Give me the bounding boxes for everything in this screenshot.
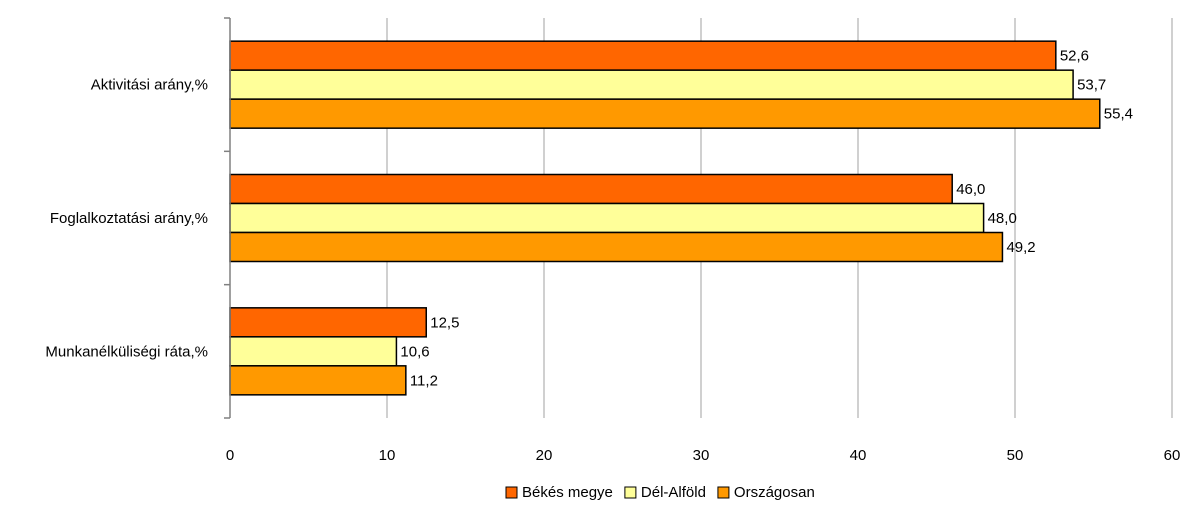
- bar: [229, 336, 398, 367]
- bar: [229, 365, 407, 396]
- category-label: Munkanélküliségi ráta,%: [45, 343, 208, 360]
- data-label: 12,5: [430, 314, 459, 331]
- data-label: 49,2: [1006, 239, 1035, 256]
- category-label: Foglalkoztatási arány,%: [50, 210, 208, 227]
- bar: [229, 202, 985, 234]
- data-label: 52,6: [1060, 48, 1089, 65]
- legend-swatch: [624, 486, 637, 499]
- x-tick-label: 60: [1164, 447, 1181, 464]
- bar: [229, 173, 953, 205]
- data-label: 53,7: [1077, 77, 1106, 94]
- legend-label: Országosan: [734, 484, 815, 501]
- x-tick-label: 0: [226, 447, 234, 464]
- data-labels: 52,6 53,7 55,4 46,048,0 49,2 12,510,6 11,2: [400, 48, 1133, 390]
- x-tick-label: 20: [536, 447, 553, 464]
- data-label: 46,0: [956, 181, 985, 198]
- data-label: 48,0: [988, 210, 1017, 227]
- category-labels: Aktivitási arány,% Foglalkoztatási arány,…: [45, 77, 208, 361]
- bars: [229, 40, 1101, 396]
- bar: [229, 40, 1057, 71]
- legend-swatch: [505, 486, 518, 499]
- category-label: Aktivitási arány,%: [91, 77, 208, 94]
- legend-label: Békés megye: [522, 484, 613, 501]
- data-label: 10,6: [400, 343, 429, 360]
- axes: [224, 17, 231, 419]
- bar: [229, 69, 1074, 100]
- x-tick-label: 10: [379, 447, 396, 464]
- legend-swatch: [717, 486, 730, 499]
- legend-label: Dél-Alföld: [641, 484, 706, 501]
- data-label: 11,2: [410, 372, 438, 389]
- bar: [229, 231, 1004, 263]
- bar: [229, 98, 1101, 129]
- legend: Békés megye Dél-Alföld Országosan: [505, 484, 815, 501]
- bar: [229, 307, 427, 338]
- x-tick-label: 50: [1007, 447, 1024, 464]
- data-label: 55,4: [1104, 106, 1133, 123]
- x-tick-label: 30: [693, 447, 710, 464]
- x-tick-label: 40: [850, 447, 867, 464]
- x-tick-labels: 0 10 20 30 40 50 60: [226, 447, 1181, 464]
